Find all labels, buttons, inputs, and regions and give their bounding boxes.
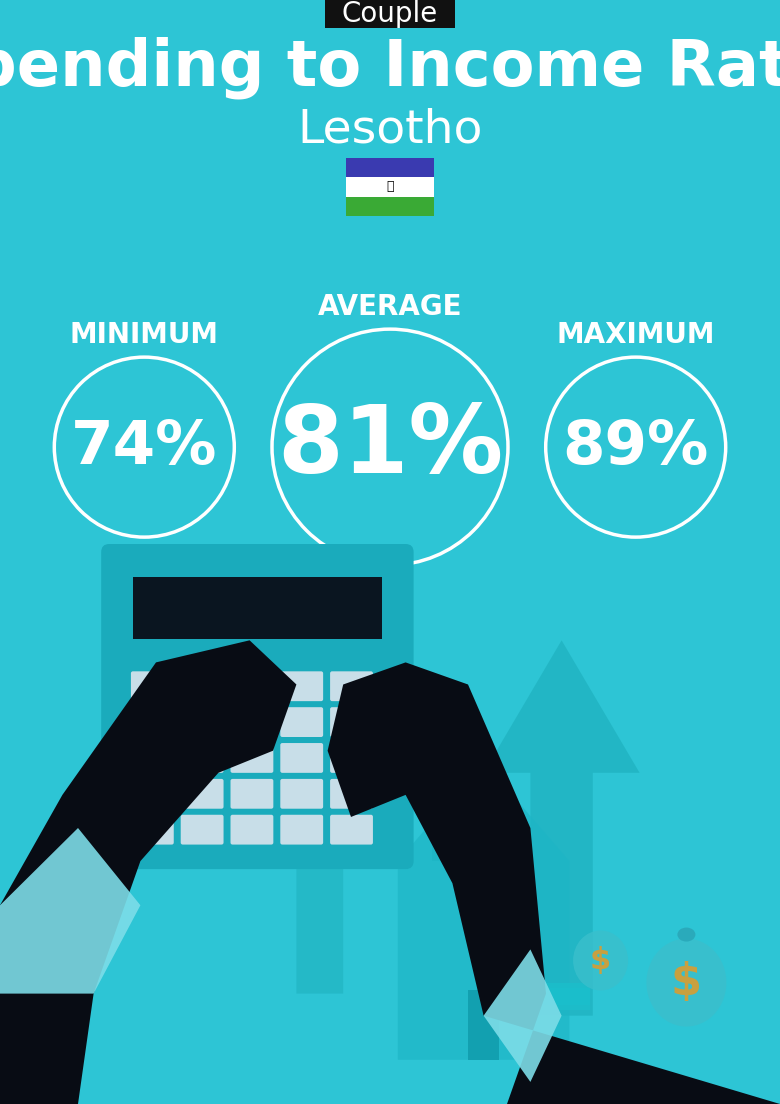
FancyBboxPatch shape [181,708,224,737]
Polygon shape [0,828,140,994]
FancyBboxPatch shape [330,708,373,737]
Text: MINIMUM: MINIMUM [69,321,219,349]
Bar [534,994,590,1005]
Polygon shape [0,640,296,1104]
FancyBboxPatch shape [131,779,174,809]
Text: 81%: 81% [277,401,503,493]
Bar [534,984,590,995]
Text: 🏔: 🏔 [386,180,394,193]
FancyBboxPatch shape [131,743,174,773]
Text: Lesotho: Lesotho [297,107,483,152]
Bar [534,998,590,1010]
FancyBboxPatch shape [330,815,373,845]
FancyBboxPatch shape [181,671,224,701]
Polygon shape [257,684,382,994]
Text: 74%: 74% [71,417,218,477]
FancyBboxPatch shape [330,743,373,773]
FancyBboxPatch shape [231,743,273,773]
FancyBboxPatch shape [325,0,455,28]
Text: 89%: 89% [562,417,709,477]
Polygon shape [398,762,569,1060]
FancyBboxPatch shape [330,671,373,701]
FancyBboxPatch shape [101,544,413,869]
Polygon shape [328,662,780,1104]
Bar [346,178,434,197]
Polygon shape [484,640,640,1016]
FancyBboxPatch shape [330,779,373,809]
Text: $: $ [671,962,702,1004]
FancyBboxPatch shape [181,743,224,773]
FancyBboxPatch shape [280,815,323,845]
FancyBboxPatch shape [280,708,323,737]
FancyBboxPatch shape [181,779,224,809]
Text: Spending to Income Ratio: Spending to Income Ratio [0,36,780,99]
Text: $: $ [590,946,612,975]
FancyBboxPatch shape [181,815,224,845]
FancyBboxPatch shape [231,779,273,809]
Text: MAXIMUM: MAXIMUM [556,321,715,349]
Ellipse shape [573,931,628,990]
FancyBboxPatch shape [280,779,323,809]
Bar [432,802,449,861]
Bar [468,990,499,1060]
Bar [534,988,590,1000]
FancyBboxPatch shape [280,671,323,701]
Bar [133,576,382,638]
FancyBboxPatch shape [280,743,323,773]
Ellipse shape [647,938,726,1027]
FancyBboxPatch shape [131,708,174,737]
Text: Couple: Couple [342,0,438,28]
FancyBboxPatch shape [231,708,273,737]
FancyBboxPatch shape [231,815,273,845]
FancyBboxPatch shape [131,671,174,701]
FancyBboxPatch shape [131,815,174,845]
Ellipse shape [677,927,696,942]
Polygon shape [484,949,562,1082]
Text: AVERAGE: AVERAGE [317,294,463,321]
Bar [346,158,434,178]
Bar [346,197,434,216]
FancyBboxPatch shape [231,671,273,701]
